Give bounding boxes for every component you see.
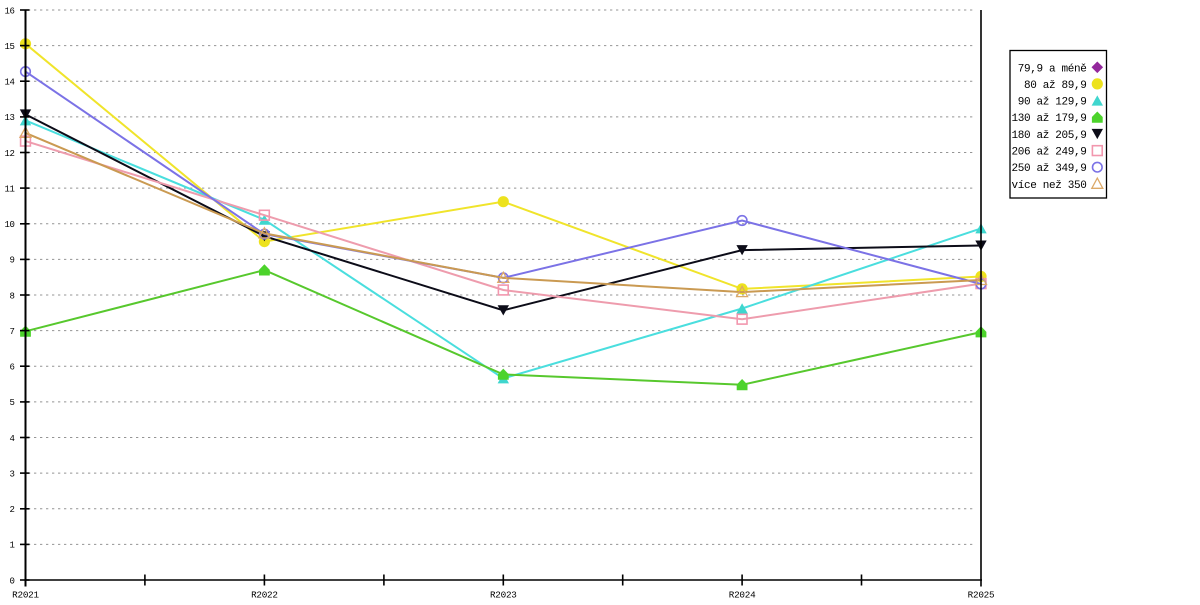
svg-text:6: 6 bbox=[9, 363, 14, 373]
svg-text:180 až 205,9: 180 až 205,9 bbox=[1011, 130, 1086, 142]
svg-text:16: 16 bbox=[4, 6, 14, 16]
svg-text:12: 12 bbox=[4, 149, 14, 159]
svg-text:R2021: R2021 bbox=[12, 590, 39, 601]
svg-text:250 až 349,9: 250 až 349,9 bbox=[1011, 163, 1086, 175]
svg-text:80 až 89,9: 80 až 89,9 bbox=[1024, 80, 1087, 92]
svg-text:130 až 179,9: 130 až 179,9 bbox=[1011, 113, 1086, 125]
svg-text:14: 14 bbox=[4, 78, 14, 88]
svg-text:0: 0 bbox=[9, 576, 14, 586]
svg-text:9: 9 bbox=[9, 256, 14, 266]
svg-text:11: 11 bbox=[4, 184, 14, 194]
svg-text:R2024: R2024 bbox=[729, 590, 756, 601]
svg-text:R2023: R2023 bbox=[490, 590, 517, 601]
svg-text:2: 2 bbox=[9, 505, 14, 515]
svg-text:3: 3 bbox=[9, 469, 14, 479]
svg-text:79,9 a méně: 79,9 a méně bbox=[1018, 63, 1087, 75]
svg-text:1: 1 bbox=[9, 541, 14, 551]
svg-text:více než 350: více než 350 bbox=[1011, 180, 1086, 192]
svg-text:13: 13 bbox=[4, 113, 14, 123]
svg-text:5: 5 bbox=[9, 398, 14, 408]
svg-text:15: 15 bbox=[4, 42, 14, 52]
svg-text:R2022: R2022 bbox=[251, 590, 278, 601]
svg-text:206 až 249,9: 206 až 249,9 bbox=[1011, 147, 1086, 159]
svg-text:8: 8 bbox=[9, 291, 14, 301]
svg-text:7: 7 bbox=[9, 327, 14, 337]
svg-text:4: 4 bbox=[9, 434, 14, 444]
svg-text:R2025: R2025 bbox=[968, 590, 995, 601]
svg-text:90 až 129,9: 90 až 129,9 bbox=[1018, 97, 1087, 109]
svg-text:10: 10 bbox=[4, 220, 14, 230]
